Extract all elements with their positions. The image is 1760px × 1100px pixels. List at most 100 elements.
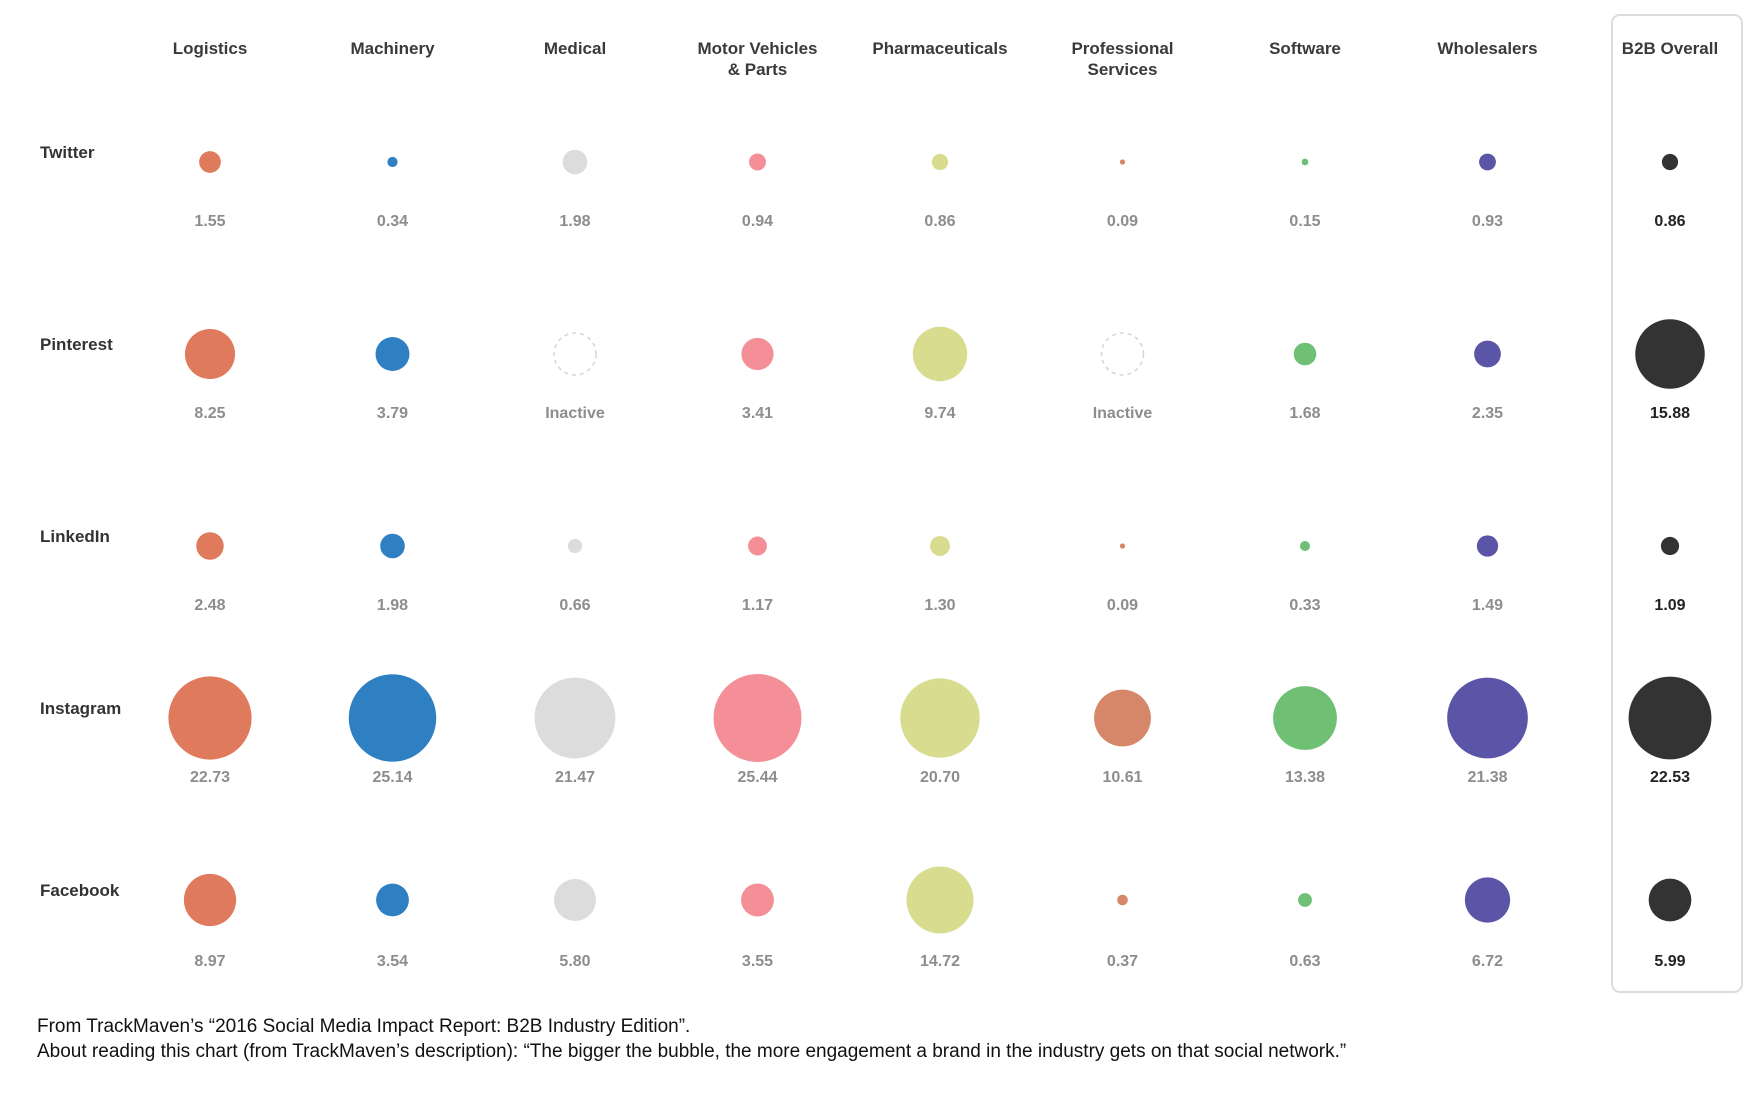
value-label-pinterest-b2b-overall: 15.88	[1650, 405, 1690, 422]
value-label-instagram-motor-vehicles-parts: 25.44	[737, 769, 777, 786]
column-label-wholesalers: Wholesalers	[1437, 39, 1537, 58]
value-label-facebook-professional-services: 0.37	[1107, 953, 1138, 970]
row-label-facebook: Facebook	[40, 881, 120, 900]
bubble-facebook-software	[1298, 893, 1312, 907]
value-label-facebook-motor-vehicles-parts: 3.55	[742, 953, 773, 970]
column-label-software: Software	[1269, 39, 1341, 58]
value-label-instagram-logistics: 22.73	[190, 769, 230, 786]
bubble-instagram-motor-vehicles-parts	[713, 674, 802, 762]
value-label-pinterest-logistics: 8.25	[194, 405, 225, 422]
column-label-medical: Medical	[544, 39, 606, 58]
bubble-linkedin-b2b-overall	[1660, 536, 1680, 556]
bubble-twitter-software	[1301, 158, 1309, 166]
column-label-professional-services-line-1: Professional	[1071, 39, 1173, 58]
bubble-pinterest-medical-inactive	[553, 332, 597, 376]
bubble-twitter-professional-services	[1119, 159, 1126, 165]
value-label-twitter-logistics: 1.55	[194, 213, 225, 230]
column-label-motor-vehicles-parts-line-1: Motor Vehicles	[698, 39, 818, 58]
value-label-pinterest-pharmaceuticals: 9.74	[924, 405, 955, 422]
bubble-instagram-machinery	[348, 674, 437, 762]
bubble-instagram-professional-services	[1094, 689, 1151, 747]
value-label-instagram-software: 13.38	[1285, 769, 1325, 786]
bubble-linkedin-software	[1299, 540, 1311, 552]
bubble-linkedin-wholesalers	[1476, 535, 1499, 557]
value-label-linkedin-pharmaceuticals: 1.30	[924, 597, 955, 614]
row-label-pinterest: Pinterest	[40, 335, 113, 354]
column-label-machinery: Machinery	[350, 39, 435, 58]
value-label-linkedin-professional-services: 0.09	[1107, 597, 1138, 614]
bubble-linkedin-professional-services	[1119, 543, 1126, 549]
bubble-twitter-logistics	[199, 151, 221, 173]
bubble-pinterest-motor-vehicles-parts	[741, 337, 774, 371]
bubble-twitter-b2b-overall	[1661, 153, 1679, 171]
value-label-twitter-professional-services: 0.09	[1107, 213, 1138, 230]
bubble-instagram-software	[1273, 686, 1337, 750]
bubble-facebook-b2b-overall	[1648, 878, 1692, 922]
value-label-facebook-b2b-overall: 5.99	[1654, 953, 1685, 970]
row-label-linkedin: LinkedIn	[40, 527, 110, 546]
bubble-pinterest-machinery	[375, 337, 410, 371]
value-label-pinterest-wholesalers: 2.35	[1472, 405, 1503, 422]
value-label-twitter-b2b-overall: 0.86	[1654, 213, 1685, 230]
b2b-overall-highlight-box	[1611, 14, 1743, 993]
value-label-linkedin-logistics: 2.48	[194, 597, 225, 614]
bubble-instagram-logistics	[168, 676, 252, 760]
bubble-instagram-wholesalers	[1447, 677, 1528, 759]
bubble-linkedin-pharmaceuticals	[930, 536, 950, 556]
bubble-twitter-motor-vehicles-parts	[749, 153, 766, 171]
bubble-instagram-medical	[534, 677, 616, 759]
value-label-twitter-software: 0.15	[1289, 213, 1320, 230]
column-label-motor-vehicles-parts-line-2: & Parts	[728, 60, 788, 79]
bubble-linkedin-logistics	[196, 532, 224, 560]
bubble-facebook-pharmaceuticals	[906, 866, 974, 934]
bubble-facebook-wholesalers	[1464, 877, 1511, 923]
value-label-pinterest-professional-services: Inactive	[1093, 405, 1153, 422]
value-label-facebook-wholesalers: 6.72	[1472, 953, 1503, 970]
column-label-b2b-overall: B2B Overall	[1622, 39, 1718, 58]
value-label-twitter-machinery: 0.34	[377, 213, 408, 230]
bubble-facebook-machinery	[376, 883, 409, 917]
value-label-twitter-motor-vehicles-parts: 0.94	[742, 213, 773, 230]
bubble-pinterest-pharmaceuticals	[912, 326, 968, 382]
value-label-instagram-medical: 21.47	[555, 769, 595, 786]
value-label-pinterest-machinery: 3.79	[377, 405, 408, 422]
row-label-instagram: Instagram	[40, 699, 121, 718]
column-label-logistics: Logistics	[173, 39, 248, 58]
bubble-facebook-professional-services	[1117, 894, 1128, 906]
column-label-professional-services-line-2: Services	[1088, 60, 1158, 79]
value-label-twitter-pharmaceuticals: 0.86	[924, 213, 955, 230]
value-label-linkedin-b2b-overall: 1.09	[1654, 597, 1685, 614]
value-label-instagram-b2b-overall: 22.53	[1650, 769, 1690, 786]
reading-note: About reading this chart (from TrackMave…	[37, 1041, 1347, 1062]
value-label-facebook-machinery: 3.54	[377, 953, 408, 970]
value-label-linkedin-software: 0.33	[1289, 597, 1320, 614]
bubble-twitter-pharmaceuticals	[931, 153, 949, 171]
bubble-twitter-machinery	[387, 156, 398, 168]
bubble-pinterest-b2b-overall	[1635, 319, 1705, 389]
value-label-instagram-professional-services: 10.61	[1102, 769, 1142, 786]
value-label-linkedin-motor-vehicles-parts: 1.17	[742, 597, 773, 614]
value-label-pinterest-motor-vehicles-parts: 3.41	[742, 405, 773, 422]
column-label-pharmaceuticals: Pharmaceuticals	[872, 39, 1007, 58]
value-label-twitter-wholesalers: 0.93	[1472, 213, 1503, 230]
bubble-pinterest-logistics	[184, 328, 236, 380]
value-label-pinterest-software: 1.68	[1289, 405, 1320, 422]
bubble-linkedin-machinery	[380, 533, 405, 559]
value-label-facebook-logistics: 8.97	[194, 953, 225, 970]
bubble-linkedin-motor-vehicles-parts	[748, 536, 767, 556]
value-label-linkedin-machinery: 1.98	[377, 597, 408, 614]
bubble-pinterest-professional-services-inactive	[1100, 332, 1145, 376]
value-label-facebook-pharmaceuticals: 14.72	[920, 953, 960, 970]
value-label-facebook-software: 0.63	[1289, 953, 1320, 970]
bubble-linkedin-medical	[567, 538, 583, 554]
value-label-instagram-machinery: 25.14	[372, 769, 412, 786]
bubble-twitter-medical	[562, 149, 588, 175]
bubble-facebook-logistics	[183, 873, 237, 927]
value-label-linkedin-wholesalers: 1.49	[1472, 597, 1503, 614]
bubble-facebook-motor-vehicles-parts	[741, 883, 774, 917]
source-note: From TrackMaven’s “2016 Social Media Imp…	[37, 1016, 691, 1037]
bubble-pinterest-software	[1293, 342, 1317, 366]
bubble-instagram-b2b-overall	[1628, 676, 1712, 760]
bubble-pinterest-wholesalers	[1474, 340, 1501, 368]
